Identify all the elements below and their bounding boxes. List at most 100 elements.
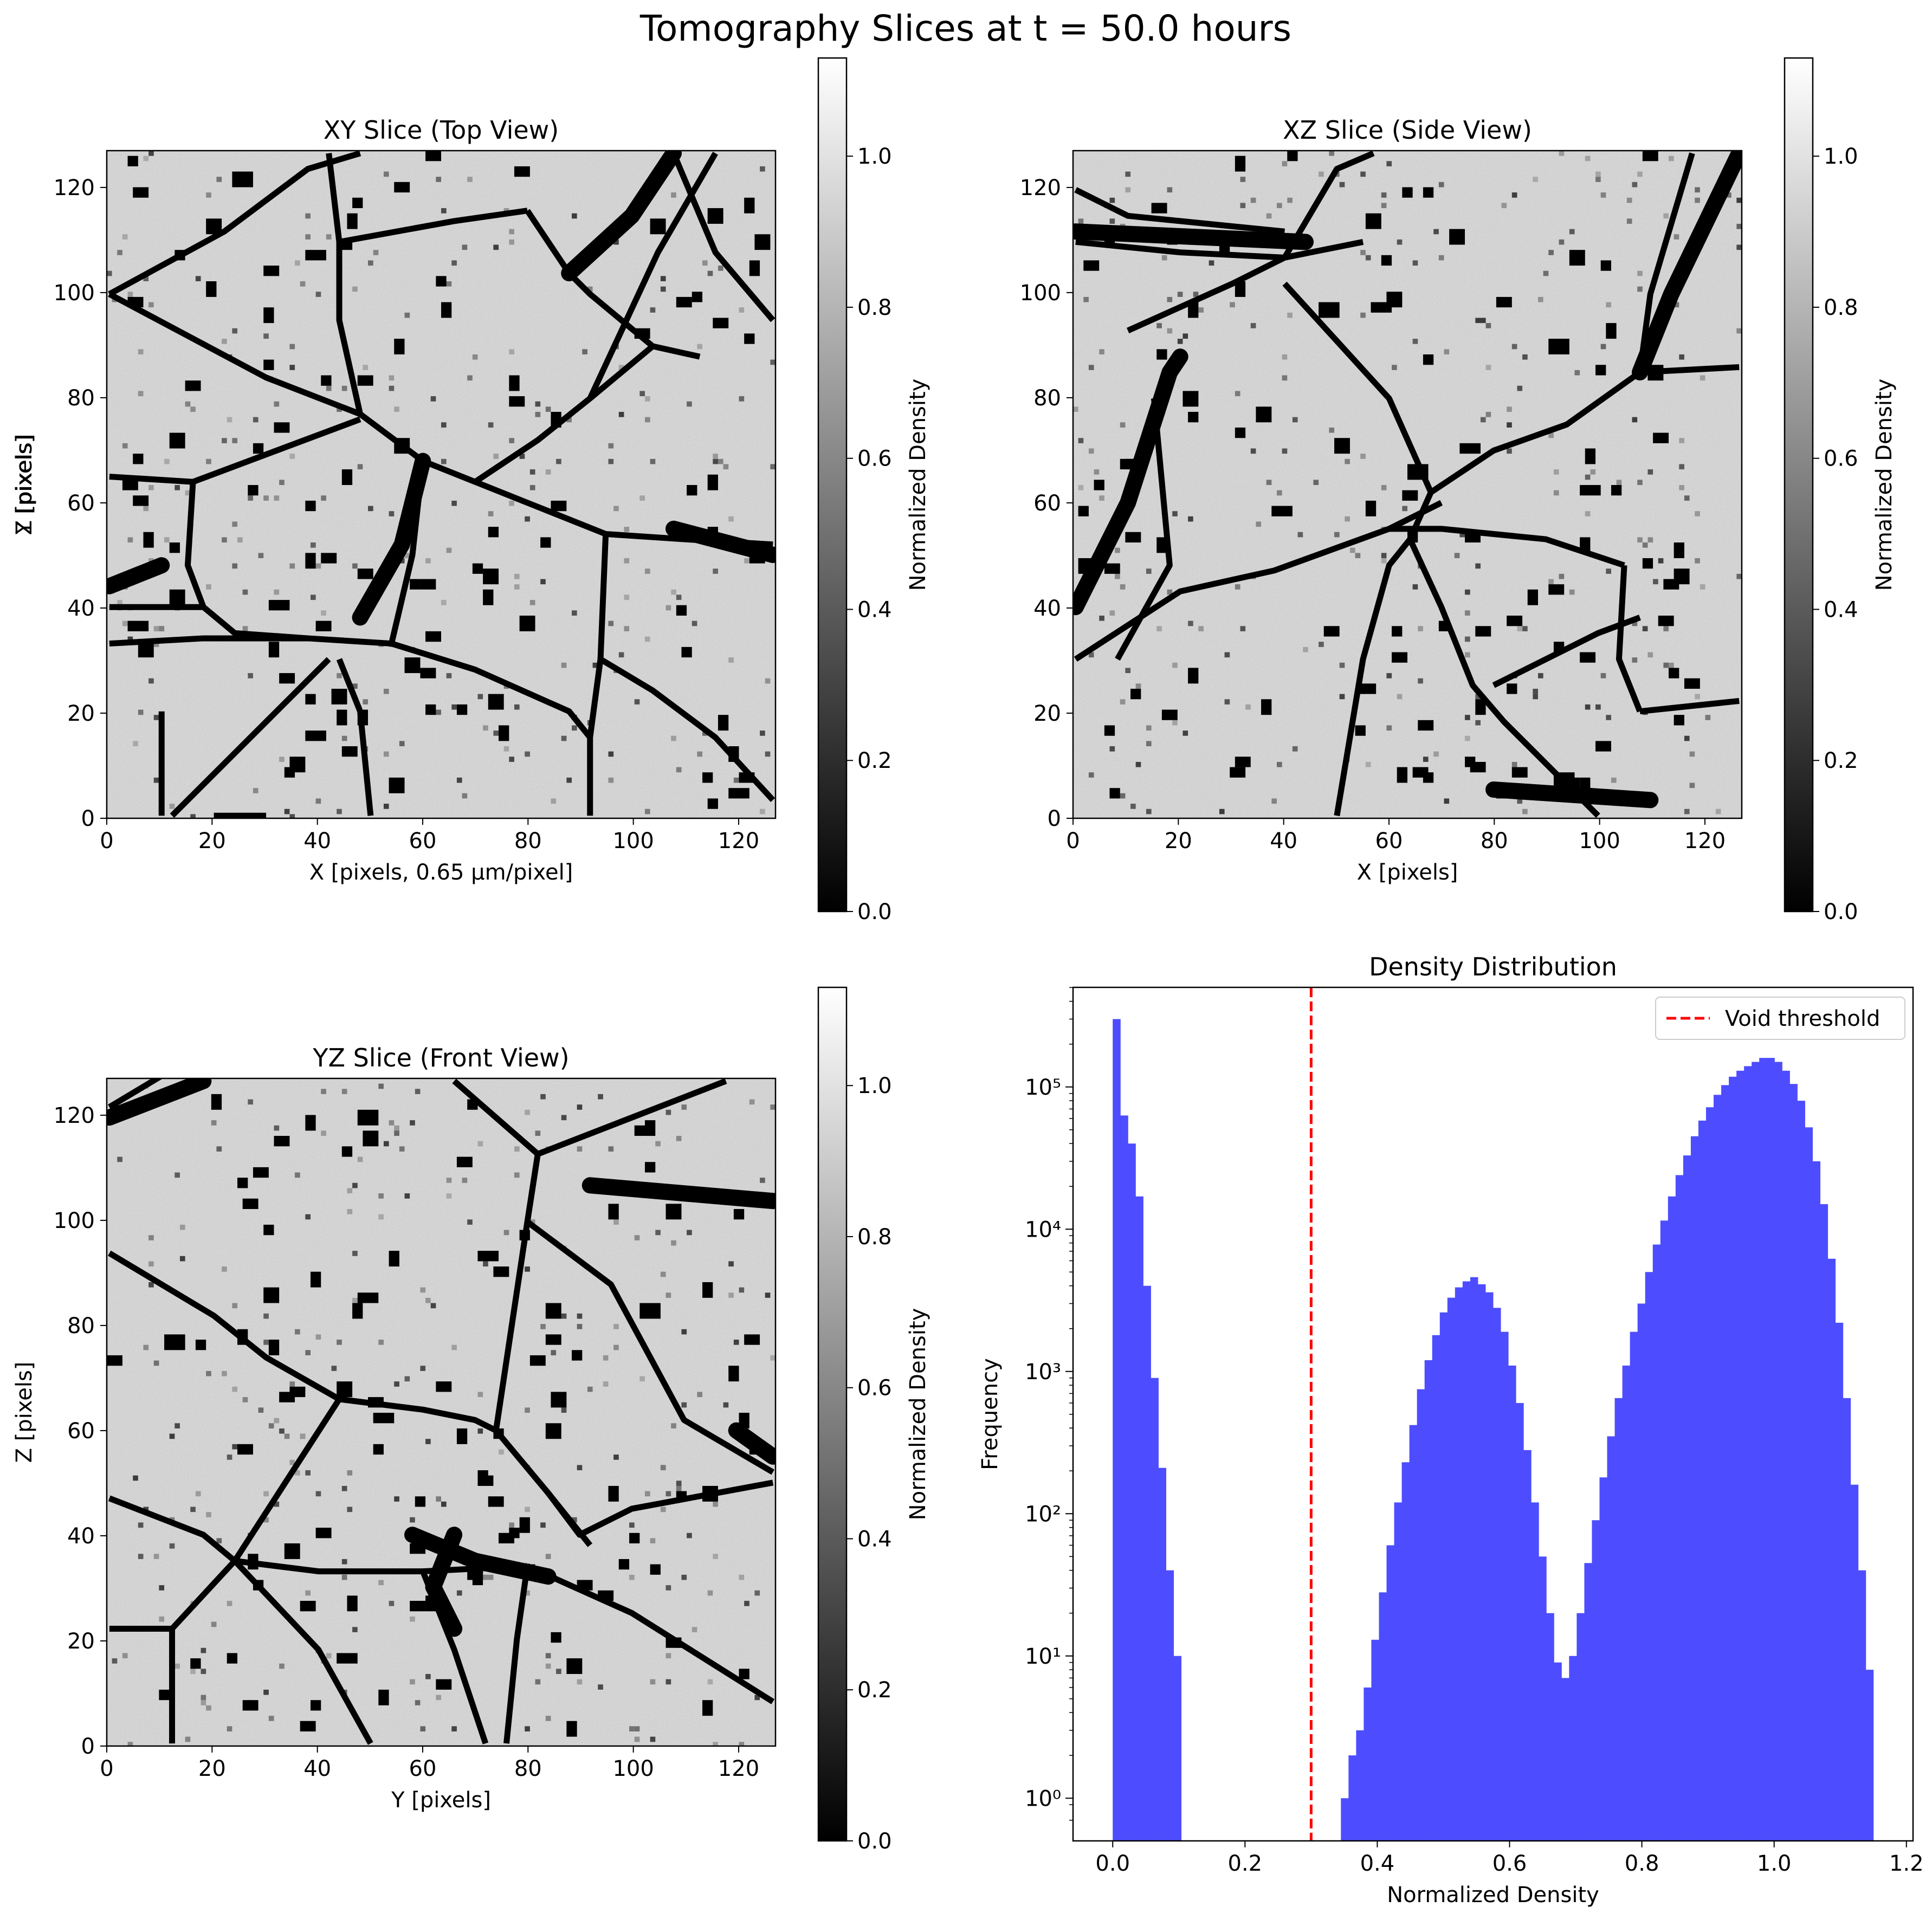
noise-speckle (378, 1083, 384, 1089)
noise-speckle (644, 1491, 650, 1497)
noise-speckle (739, 1742, 745, 1746)
grain-boundary (525, 209, 701, 360)
void-pore (133, 495, 149, 506)
noise-speckle (718, 266, 723, 271)
noise-speckle (352, 1251, 358, 1256)
void-pore (676, 296, 692, 308)
void-pore (1151, 203, 1167, 214)
void-pore (1580, 652, 1596, 663)
void-pore (143, 532, 154, 548)
slice-noise-texture (107, 151, 776, 818)
noise-speckle (1339, 662, 1345, 668)
noise-speckle (483, 725, 488, 731)
noise-speckle (770, 1355, 776, 1361)
noise-speckle (1120, 699, 1126, 704)
noise-speckle (503, 746, 509, 752)
histogram-bar (1614, 1398, 1623, 1841)
x-tick-label: 40 (1270, 829, 1297, 854)
y-tick-label: 120 (54, 1103, 95, 1128)
colorbar-tick-label: 0.4 (857, 597, 892, 622)
noise-speckle (718, 458, 723, 464)
noise-speckle (629, 1574, 635, 1580)
void-pore (289, 1386, 306, 1398)
noise-speckle (1329, 151, 1335, 156)
histogram-bar (1470, 1277, 1478, 1841)
noise-speckle (289, 454, 295, 459)
noise-speckle (1412, 260, 1418, 266)
noise-speckle (222, 438, 227, 443)
noise-speckle (295, 260, 300, 266)
noise-speckle (1319, 642, 1324, 647)
void-pore (1507, 616, 1523, 626)
noise-speckle (707, 270, 713, 276)
noise-speckle (122, 234, 128, 240)
noise-speckle (760, 1178, 765, 1183)
noise-speckle (509, 239, 514, 245)
void-pore (190, 1658, 201, 1669)
void-pore (1319, 302, 1340, 318)
void-pore (499, 1533, 514, 1544)
noise-speckle (1287, 197, 1293, 203)
void-pore (242, 1700, 259, 1711)
noise-speckle (477, 694, 483, 700)
void-pore (263, 359, 274, 370)
noise-speckle (1235, 391, 1240, 397)
void-pore (1449, 229, 1465, 245)
noise-speckle (713, 568, 718, 574)
void-pore (713, 318, 729, 328)
noise-speckle (1611, 777, 1617, 783)
x-tick-label: 60 (409, 1756, 437, 1781)
noise-speckle (514, 1172, 520, 1178)
grain-boundary (587, 534, 609, 816)
noise-speckle (143, 156, 149, 161)
y-tick-label: 20 (67, 701, 95, 726)
noise-speckle (195, 276, 201, 282)
grain-boundary (1115, 398, 1173, 661)
noise-speckle (665, 605, 671, 611)
noise-speckle (1256, 521, 1262, 527)
noise-speckle (138, 391, 144, 397)
void-pore (1183, 391, 1199, 407)
noise-speckle (175, 1663, 180, 1669)
axes-frame (1072, 150, 1743, 819)
noise-speckle (1276, 203, 1282, 209)
noise-speckle (566, 777, 572, 783)
noise-speckle (1381, 558, 1387, 564)
noise-speckle (222, 1370, 227, 1376)
void-pore (352, 1303, 363, 1319)
noise-speckle (143, 506, 149, 512)
noise-speckle (467, 375, 473, 381)
noise-speckle (1517, 626, 1523, 631)
void-pore (347, 213, 358, 229)
noise-speckle (1736, 328, 1742, 334)
noise-speckle (665, 1109, 671, 1115)
void-pore (425, 631, 441, 642)
void-pore (545, 1423, 561, 1439)
noise-speckle (268, 1716, 274, 1721)
void-pore (1094, 480, 1104, 490)
noise-speckle (1444, 349, 1450, 354)
noise-speckle (1183, 730, 1188, 736)
x-tick-label: 80 (514, 829, 542, 854)
noise-speckle (760, 809, 765, 814)
x-tick-label: 0.8 (1625, 1851, 1659, 1876)
histogram-bar (1721, 1085, 1729, 1841)
noise-speckle (315, 1334, 321, 1340)
histogram-bar (1660, 1220, 1669, 1841)
noise-speckle (389, 1120, 395, 1126)
histogram-bar (1379, 1592, 1387, 1841)
noise-speckle (1109, 610, 1115, 616)
histogram-bar (1409, 1425, 1418, 1841)
noise-speckle (201, 1695, 206, 1701)
noise-speckle (263, 1689, 269, 1695)
noise-speckle (216, 177, 222, 182)
void-pore (357, 1292, 379, 1303)
noise-speckle (446, 1193, 452, 1199)
noise-speckle (733, 1340, 739, 1345)
noise-speckle (1266, 480, 1272, 485)
noise-speckle (1319, 171, 1324, 177)
void-pore (310, 1271, 321, 1288)
noise-speckle (1642, 626, 1648, 631)
noise-speckle (315, 563, 321, 569)
void-pore (159, 1689, 170, 1701)
